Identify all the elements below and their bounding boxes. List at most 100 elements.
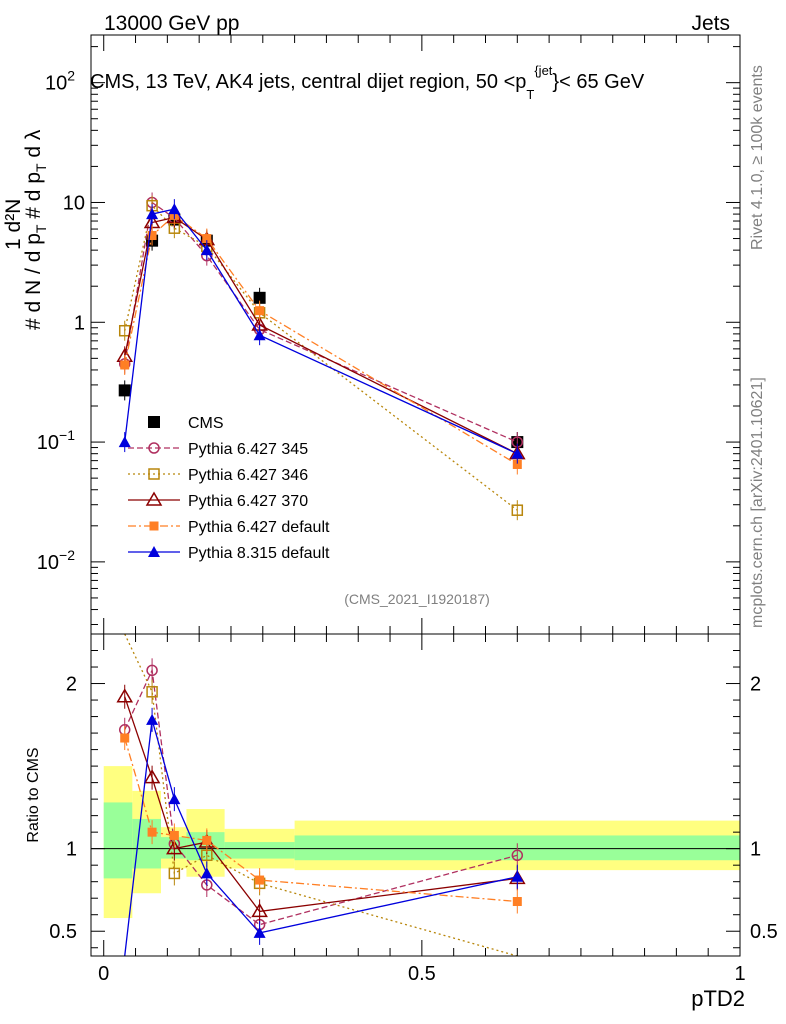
ratio-point-p345-5 [511, 849, 524, 862]
point-p8-0 [118, 436, 131, 448]
point-p6def-1 [147, 231, 157, 241]
ratio-point-p346-2 [168, 867, 181, 880]
legend-marker-p345 [148, 442, 160, 454]
legend-label-p370: Pythia 6.427 370 [188, 493, 308, 510]
series-line-p345 [124, 201, 518, 443]
series-line-p6def [124, 214, 518, 466]
main-ytick-label: 1 [74, 312, 85, 334]
ratio-xtick-label: 0 [98, 963, 109, 985]
header-left: 13000 GeV pp [104, 12, 239, 35]
legend-entry-cms: CMS [148, 415, 224, 432]
ratio-point-p370-1 [143, 769, 161, 784]
header-right: Jets [691, 12, 730, 35]
rivet-label: Rivet 4.1.0, ≥ 100k events [749, 65, 766, 250]
y-label-numerator: 1 d²N [2, 199, 25, 250]
series-line-p8 [124, 208, 518, 455]
ratio-point-p6def-1 [147, 827, 157, 837]
chart-title: CMS, 13 TeV, AK4 jets, central dijet reg… [90, 63, 645, 102]
legend-entry-p6def: Pythia 6.427 default [128, 519, 330, 536]
ratio-point-p8-1 [146, 713, 159, 725]
legend-label-p8: Pythia 8.315 default [188, 545, 330, 562]
point-p6def-0 [120, 360, 130, 370]
legend-marker-p6def [149, 521, 159, 531]
point-p8-5 [511, 447, 524, 459]
title-sup-jet: {jet [534, 63, 552, 78]
point-cms-0 [118, 384, 131, 397]
legend: CMS Pythia 6.427 345 Pythia 6.427 346 Pythi… [128, 415, 330, 562]
legend-label-p6def: Pythia 6.427 default [188, 519, 330, 536]
ratio-ytick-label: 1 [66, 839, 77, 861]
y-label-text: # d N / d pT # d pT d λ [22, 129, 49, 330]
ratio-point-p6def-2 [169, 830, 179, 840]
series-line-p346 [124, 204, 518, 511]
point-p8-3 [200, 244, 213, 256]
ratio-point-p6def-4 [255, 875, 265, 885]
ratio-series-p345 [118, 658, 524, 937]
point-p6def-4 [255, 306, 265, 316]
legend-label-cms: CMS [188, 415, 224, 432]
ratio-point-p8-5 [511, 870, 524, 882]
ratio-ytick-label: 0.5 [49, 921, 77, 943]
x-axis-label: pTD2 [691, 986, 745, 1011]
ratio-ytick-label-right: 1 [750, 839, 761, 861]
title-main: CMS, 13 TeV, AK4 jets, central dijet reg… [90, 71, 526, 93]
legend-entry-p345: Pythia 6.427 345 [128, 441, 308, 458]
ratio-point-p6def-0 [120, 733, 130, 743]
ratio-line-p370 [124, 696, 518, 913]
legend-entry-p346: Pythia 6.427 346 [128, 467, 308, 484]
ratio-xtick-label: 0.5 [408, 963, 436, 985]
legend-marker-p346 [148, 468, 160, 480]
mcplots-label: mcplots.cern.ch [arXiv:2401.10621] [749, 377, 766, 628]
ratio-series-p6def [120, 726, 522, 914]
point-p8-4 [253, 329, 266, 341]
ratio-line-p6def [124, 737, 518, 903]
ratio-y-label: Ratio to CMS [25, 747, 42, 842]
ratio-point-p8-2 [168, 793, 181, 805]
ratio-line-p346 [124, 633, 518, 957]
point-p8-1 [146, 208, 159, 220]
legend-entry-p8: Pythia 8.315 default [128, 545, 330, 562]
ratio-series-layer [116, 633, 526, 957]
ratio-ytick-label: 2 [66, 674, 77, 696]
ratio-series-p8 [124, 707, 524, 957]
series-p370 [116, 207, 526, 464]
y-axis-label: # d N / d pT # d pT d λ 1 d²N [2, 129, 49, 330]
legend-marker-p370 [145, 491, 163, 506]
series-line-p370 [124, 216, 518, 455]
point-cms-4 [253, 291, 266, 304]
ratio-point-p6def-3 [202, 835, 212, 845]
main-ytick-label: 102 [45, 68, 75, 95]
ratio-frame [90, 633, 741, 957]
ratio-xtick-label: 1 [734, 963, 745, 985]
main-ytick-label: 10−2 [37, 547, 75, 574]
main-ytick-label: 10−1 [37, 427, 75, 454]
ratio-point-p346-1 [146, 686, 158, 698]
ratio-point-p370-2 [166, 840, 183, 855]
ratio-point-p345-1 [146, 664, 158, 677]
main-series-layer [116, 192, 526, 521]
point-p6def-3 [202, 234, 212, 244]
series-cms [118, 209, 524, 453]
legend-label-p345: Pythia 6.427 345 [188, 441, 308, 458]
ratio-series-p346 [124, 633, 518, 957]
ratio-ytick-label-right: 2 [750, 674, 761, 696]
ratio-bands [91, 766, 740, 919]
title-end: }< 65 GeV [552, 71, 644, 93]
analysis-tag: (CMS_2021_I1920187) [344, 591, 490, 607]
ratio-line-p8 [124, 719, 518, 957]
legend-entry-p370: Pythia 6.427 370 [128, 491, 308, 510]
point-p346-5 [511, 504, 524, 516]
band-inner-1 [132, 818, 161, 869]
point-p8-2 [168, 203, 181, 215]
legend-marker-cms [148, 416, 160, 428]
legend-marker-p8 [148, 546, 160, 557]
ratio-ytick-label-right: 0.5 [750, 921, 778, 943]
series-p346 [118, 195, 524, 521]
ratio-point-p8-4 [253, 926, 266, 938]
series-p8 [118, 199, 524, 464]
ratio-point-p6def-5 [512, 897, 522, 907]
series-p6def [120, 205, 522, 475]
point-p6def-5 [512, 459, 522, 469]
ratio-point-p370-0 [116, 688, 134, 703]
